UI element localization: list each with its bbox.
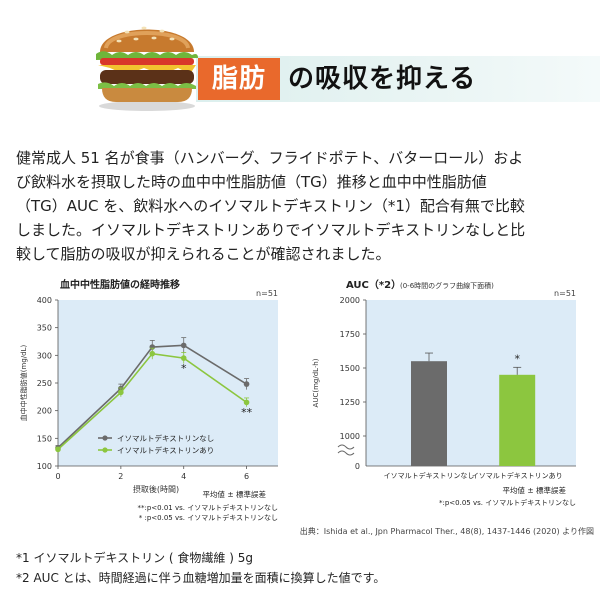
data-point <box>180 342 187 349</box>
legend-label: イソマルトデキストリンなし <box>117 433 214 443</box>
y-tick-label: 350 <box>37 324 52 333</box>
x-tick-label: 4 <box>181 472 186 481</box>
y-tick-label: 150 <box>37 434 52 443</box>
source-citation: 出典：Ishida et al., Jpn Pharmacol Ther., 4… <box>299 527 594 536</box>
description-line: び飲料水を摂取した時の血中中性脂肪値（TG）推移と血中中性脂肪値 <box>16 173 487 191</box>
y-tick-label: 2000 <box>340 296 360 305</box>
y-tick-label: 250 <box>37 379 52 388</box>
plot-background <box>58 300 278 466</box>
chart-subtitle: (0-6時間のグラフ曲線下面積) <box>400 281 494 290</box>
plot-background <box>366 300 576 466</box>
description-line: 較して脂肪の吸収が抑えられることが確認されました。 <box>16 245 391 263</box>
footnote-1: *1 イソマルトデキストリン ( 食物繊維 ) 5g <box>16 551 253 565</box>
legend-marker <box>102 447 108 453</box>
page-title: の吸収を抑える <box>288 64 477 94</box>
tg-time-course-chart: 血中中性脂肪値の経時推移 n=51 100 150 200 250 300 350 400 0 2 4… <box>19 278 278 522</box>
data-point <box>55 446 61 453</box>
significance-mark: * <box>514 352 520 365</box>
header-banner: 脂肪 の吸収を抑える <box>0 0 600 118</box>
chart-title: 血中中性脂肪値の経時推移 <box>60 278 180 291</box>
fat-tag: 脂肪 <box>198 58 280 100</box>
n-label: n=51 <box>554 289 576 298</box>
stats-note: 平均値 ± 標準誤差 <box>502 485 566 495</box>
significance-mark: * <box>181 362 187 375</box>
y-tick-label: 1750 <box>340 330 360 339</box>
n-label: n=51 <box>256 289 278 298</box>
y-tick-label: 1000 <box>340 432 360 441</box>
data-point <box>180 355 187 361</box>
y-axis-label: AUC(mg/dL·h) <box>312 358 320 407</box>
x-tick-label: 2 <box>118 472 123 481</box>
auc-bar-chart: AUC（*2）(0-6時間のグラフ曲線下面積) n=51 1000 1250 1500 1… <box>312 278 576 507</box>
footnote-2: *2 AUC とは、時間経過に伴う血糖増加量を面積に換算した値です。 <box>16 571 386 585</box>
data-point <box>118 389 124 396</box>
chart-title: AUC（*2） <box>346 278 401 291</box>
legend-marker <box>102 435 108 441</box>
bar <box>499 374 536 466</box>
legend-label: イソマルトデキストリンあり <box>117 445 214 455</box>
data-point <box>243 381 250 387</box>
y-axis-label: 血中中性脂肪値(mg/dL) <box>19 345 28 422</box>
x-axis-label: 摂取後(時間) <box>133 484 179 494</box>
description: 健常成人 51 名が食事（ハンバーグ、フライドポテト、バターロール）およ び飲料… <box>16 146 584 266</box>
y-tick-label: 400 <box>37 296 52 305</box>
category-label: イソマルトデキストリンなし <box>384 471 475 480</box>
y-tick-label: 200 <box>37 407 52 416</box>
category-label: イソマルトデキストリンあり <box>472 471 563 480</box>
y-tick-label: 100 <box>37 462 52 471</box>
significance-mark: ** <box>241 406 253 419</box>
description-line: しました。イソマルトデキストリンありでイソマルトデキストリンなしと比 <box>16 221 526 239</box>
y-tick-label: 300 <box>37 351 52 360</box>
footnotes: *1 イソマルトデキストリン ( 食物繊維 ) 5g *2 AUC とは、時間経… <box>16 548 586 588</box>
bar <box>411 361 447 466</box>
hamburger-image <box>96 26 198 111</box>
y-tick-label: 0 <box>355 462 360 471</box>
data-point <box>243 399 250 406</box>
axis-break-mark <box>337 444 355 450</box>
significance-note: * :p<0.05 vs. イソマルトデキストリンなし <box>139 513 278 522</box>
data-point <box>149 350 156 357</box>
y-tick-label: 1500 <box>340 364 360 373</box>
significance-note: *:p<0.05 vs. イソマルトデキストリンなし <box>439 498 576 507</box>
y-tick-label: 1250 <box>340 398 360 407</box>
axis-break-mark <box>337 450 355 456</box>
description-line: （TG）AUC を、飲料水へのイソマルトデキストリン（*1）配合有無で比較 <box>16 197 525 215</box>
description-line: 健常成人 51 名が食事（ハンバーグ、フライドポテト、バターロール）およ <box>16 149 524 167</box>
stats-note: 平均値 ± 標準誤差 <box>202 489 266 499</box>
significance-note: **:p<0.01 vs. イソマルトデキストリンなし <box>137 503 278 512</box>
x-tick-label: 0 <box>55 472 60 481</box>
x-tick-label: 6 <box>244 472 249 481</box>
